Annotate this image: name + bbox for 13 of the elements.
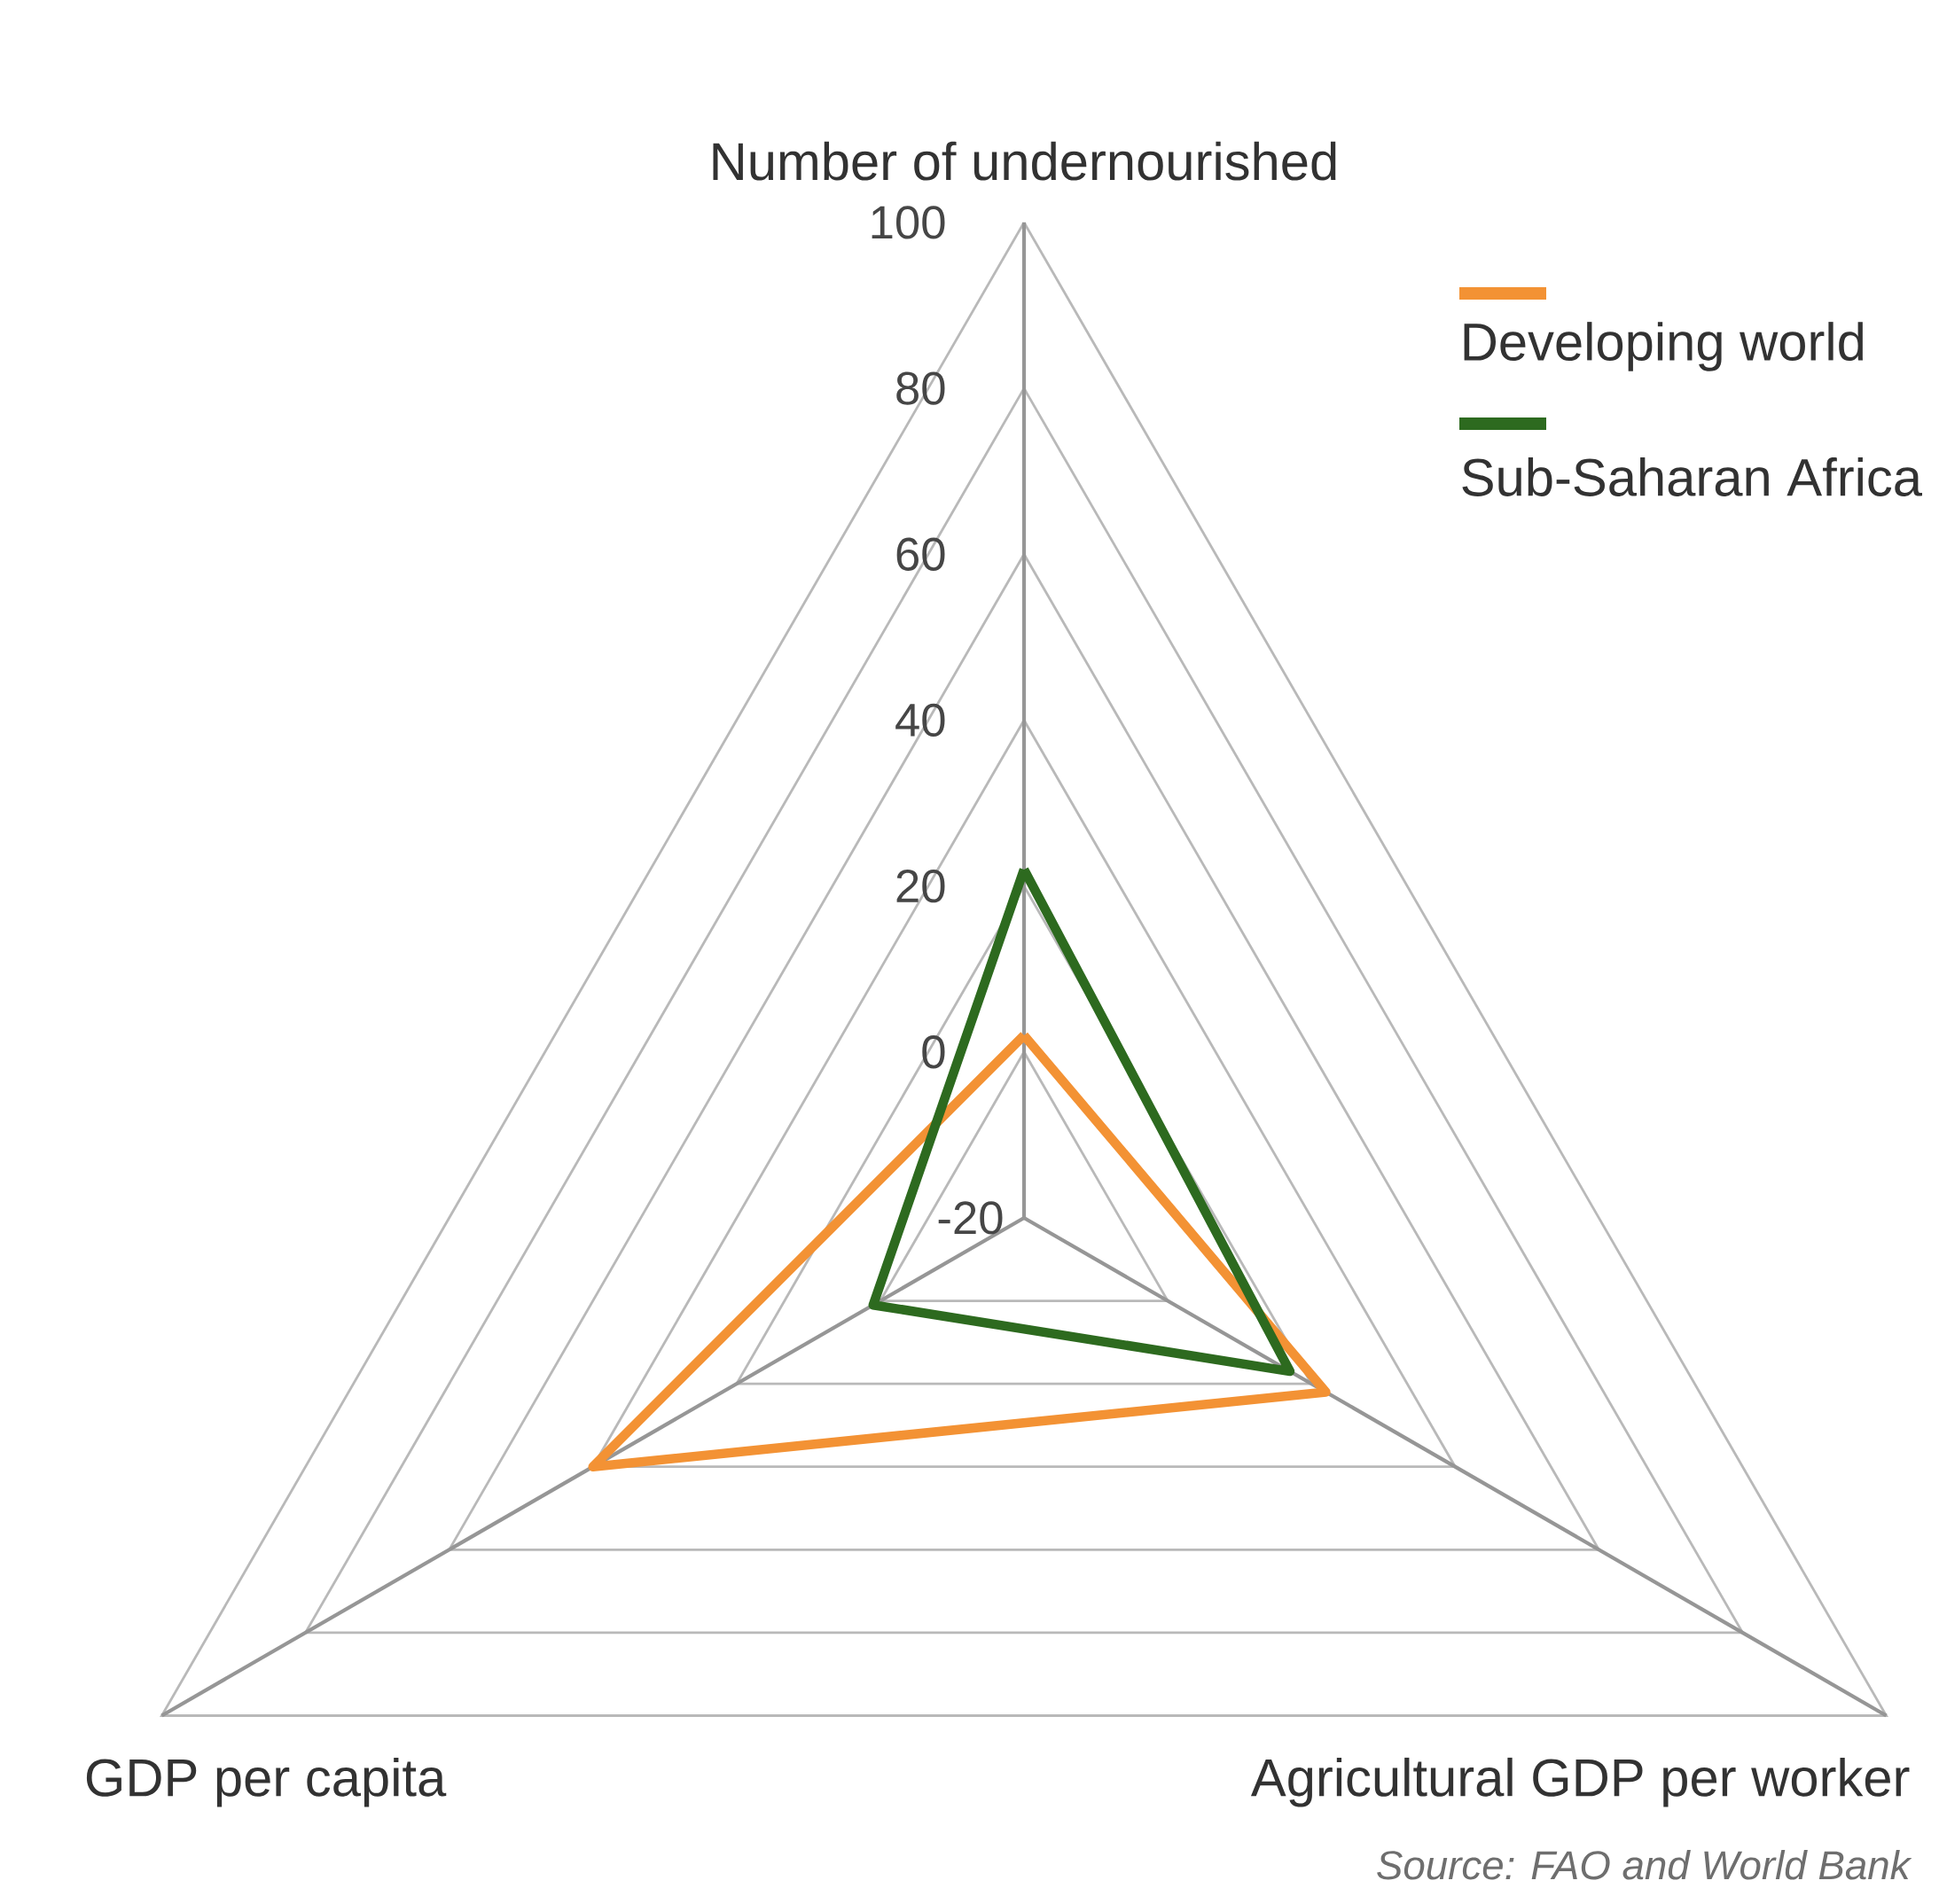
legend-label: Sub-Saharan Africa bbox=[1462, 457, 1923, 496]
spoke-label: GDP per capita bbox=[86, 1757, 447, 1807]
spoke-label: Number of undernourished bbox=[713, 141, 1336, 181]
y-tick-label: 60 bbox=[896, 537, 945, 571]
y-tick-label: 40 bbox=[895, 703, 945, 737]
legend-label: Developing world bbox=[1464, 322, 1864, 371]
source-note: Source: FAO and World Bank bbox=[1377, 1849, 1912, 1880]
y-tick-label: 20 bbox=[896, 869, 945, 903]
y-tick-label: 80 bbox=[896, 371, 945, 405]
y-tick-label: 100 bbox=[872, 206, 945, 239]
y-tick-label: 0 bbox=[922, 1035, 945, 1069]
spoke-label: Agricultural GDP per worker bbox=[1250, 1757, 1910, 1807]
y-tick-label: -20 bbox=[938, 1201, 1003, 1235]
